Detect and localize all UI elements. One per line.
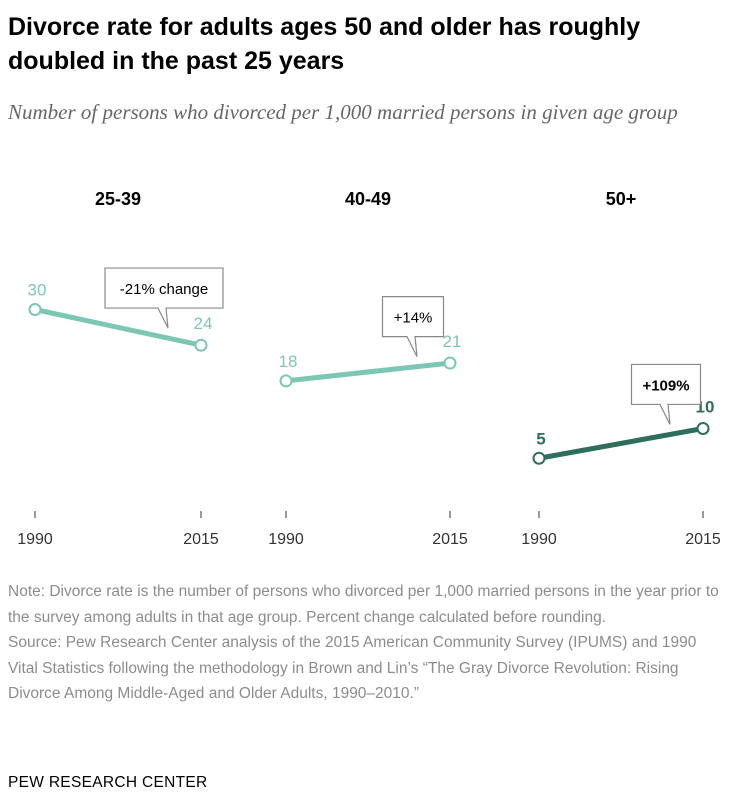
chart-subtitle: Number of persons who divorced per 1,000… bbox=[8, 100, 678, 124]
x-tick-label-40-49-1990: 1990 bbox=[268, 531, 304, 548]
callout-box-40-49 bbox=[381, 296, 445, 357]
panel-title-50plus: 50+ bbox=[606, 189, 637, 209]
x-tick-label-50plus-2015: 2015 bbox=[685, 531, 721, 548]
x-tick-label-40-49-2015: 2015 bbox=[432, 531, 468, 548]
callout-label-50plus: +109% bbox=[642, 377, 689, 394]
data-label-50plus-1990: 5 bbox=[536, 429, 545, 448]
chart-note: Note: Divorce rate is the number of pers… bbox=[8, 583, 719, 626]
data-point-50plus-1990 bbox=[532, 451, 546, 465]
data-label-40-49-1990: 18 bbox=[279, 352, 298, 371]
callout-label-25-39: -21% change bbox=[120, 281, 208, 298]
data-point-50plus-2015 bbox=[696, 422, 710, 435]
data-point-25-39-2015 bbox=[194, 338, 208, 352]
panel-title-25-39: 25-39 bbox=[95, 189, 141, 209]
notes-block: Note: Divorce rate is the number of pers… bbox=[8, 579, 728, 707]
x-tick-label-25-39-2015: 2015 bbox=[183, 531, 219, 548]
data-point-40-49-1990 bbox=[279, 374, 293, 388]
callout-label-40-49: +14% bbox=[394, 310, 433, 327]
callout-box-50plus bbox=[630, 363, 702, 425]
chart-title: Divorce rate for adults ages 50 and olde… bbox=[8, 13, 641, 75]
data-label-40-49-2015: 21 bbox=[443, 332, 462, 351]
series-line-25-39 bbox=[32, 307, 204, 348]
data-point-40-49-2015 bbox=[443, 356, 457, 370]
panel-title-40-49: 40-49 bbox=[345, 189, 391, 209]
series-line-50plus bbox=[536, 426, 706, 461]
x-tick-label-25-39-1990: 1990 bbox=[17, 531, 53, 548]
footer-credit: PEW RESEARCH CENTER bbox=[8, 774, 208, 791]
data-label-25-39-2015: 24 bbox=[194, 314, 213, 333]
x-tick-label-50plus-1990: 1990 bbox=[521, 531, 557, 548]
small-multiples-chart: 25-39 1990 2015 30 24 -21% change 40-49 1990 201… bbox=[17, 189, 721, 548]
chart-source: Source: Pew Research Center analysis of … bbox=[8, 634, 697, 702]
callout-box-25-39 bbox=[104, 267, 224, 329]
data-point-25-39-1990 bbox=[28, 303, 42, 316]
data-label-25-39-1990: 30 bbox=[28, 281, 47, 300]
series-line-40-49 bbox=[283, 360, 453, 384]
